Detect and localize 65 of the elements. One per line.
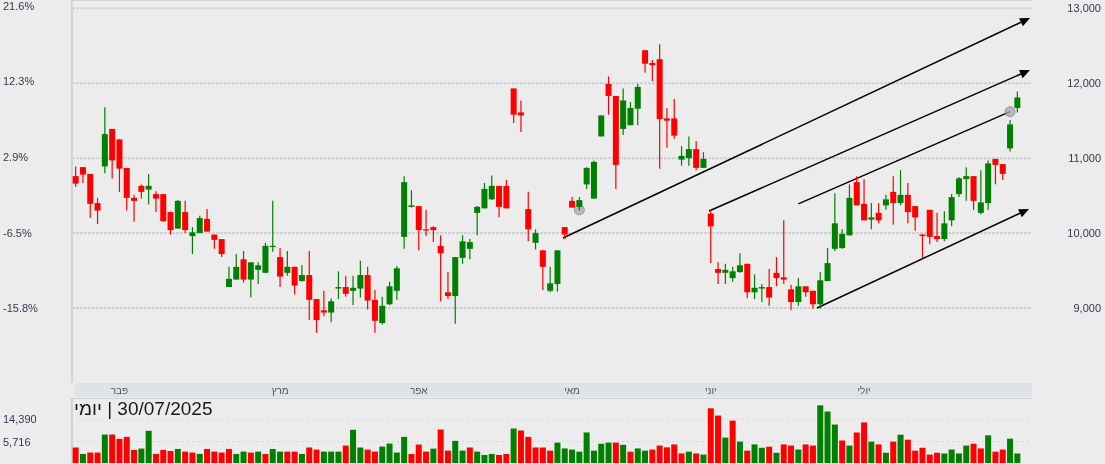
candlestick — [1007, 119, 1014, 152]
candlestick — [298, 264, 305, 283]
y2-tick-label: 21.6% — [3, 0, 35, 12]
candlestick — [379, 296, 386, 326]
y-tick-label: 12,000 — [1067, 77, 1101, 90]
candlestick — [780, 219, 787, 285]
x-tick-label: מאי — [564, 385, 581, 396]
x-tick-label: פבר — [110, 385, 129, 396]
candlestick — [532, 228, 539, 251]
candlestick — [795, 277, 802, 307]
x-tick-label: יוני — [704, 385, 717, 396]
y-tick-label: 9,000 — [1073, 302, 1101, 315]
candlestick — [539, 249, 546, 291]
x-tick-label: יולי — [857, 385, 871, 396]
candlestick — [72, 165, 79, 188]
candlestick — [328, 297, 335, 323]
candlestick — [941, 210, 948, 242]
candlestick — [766, 268, 773, 307]
candlestick — [525, 191, 532, 242]
candlestick — [277, 247, 284, 288]
y2-tick-label: -15.8% — [3, 301, 39, 314]
candlestick — [94, 197, 101, 225]
candlestick — [788, 284, 795, 311]
y2-tick-label: 2.9% — [3, 150, 29, 163]
candlestick — [284, 250, 291, 277]
y2-tick-label: -6.5% — [3, 226, 32, 239]
candlestick — [145, 173, 152, 206]
candlestick — [189, 226, 196, 255]
candlestick — [882, 194, 889, 211]
candlestick — [722, 263, 729, 285]
candlestick — [897, 169, 904, 206]
candlestick — [182, 200, 189, 234]
candlestick — [335, 270, 342, 300]
x-tick-label: אפר — [409, 385, 429, 396]
candlestick — [868, 202, 875, 230]
candlestick — [240, 250, 247, 284]
candlestick — [817, 271, 824, 310]
candlestick — [167, 210, 174, 236]
candlestick — [948, 193, 955, 227]
candlestick — [773, 256, 780, 287]
candlestick — [605, 75, 612, 116]
y-tick-label: 13,000 — [1067, 2, 1101, 15]
candlestick — [715, 261, 722, 285]
candlestick — [444, 271, 451, 300]
candlestick — [634, 83, 641, 126]
candlestick — [291, 266, 298, 296]
y2-tick-label: 12.3% — [3, 74, 35, 87]
x-tick-label: מרץ — [271, 385, 289, 396]
candlestick — [992, 158, 999, 185]
candlestick — [131, 194, 138, 223]
candlestick — [437, 234, 444, 302]
candlestick — [204, 208, 211, 233]
y-tick-label: 5,716 — [3, 435, 31, 448]
candlestick — [824, 247, 831, 282]
candlestick — [707, 209, 714, 264]
y-tick-label: 14,390 — [3, 413, 37, 426]
candlestick — [890, 175, 897, 226]
candlestick — [342, 275, 349, 298]
candlestick — [488, 174, 495, 201]
candlestick — [1014, 90, 1021, 114]
y-tick-label: 11,000 — [1068, 152, 1101, 165]
y-tick-label: 10,000 — [1067, 227, 1101, 240]
chart-title: 30/07/2025 | יומי — [74, 398, 213, 419]
candlestick — [693, 140, 700, 171]
candlestick — [875, 202, 882, 224]
